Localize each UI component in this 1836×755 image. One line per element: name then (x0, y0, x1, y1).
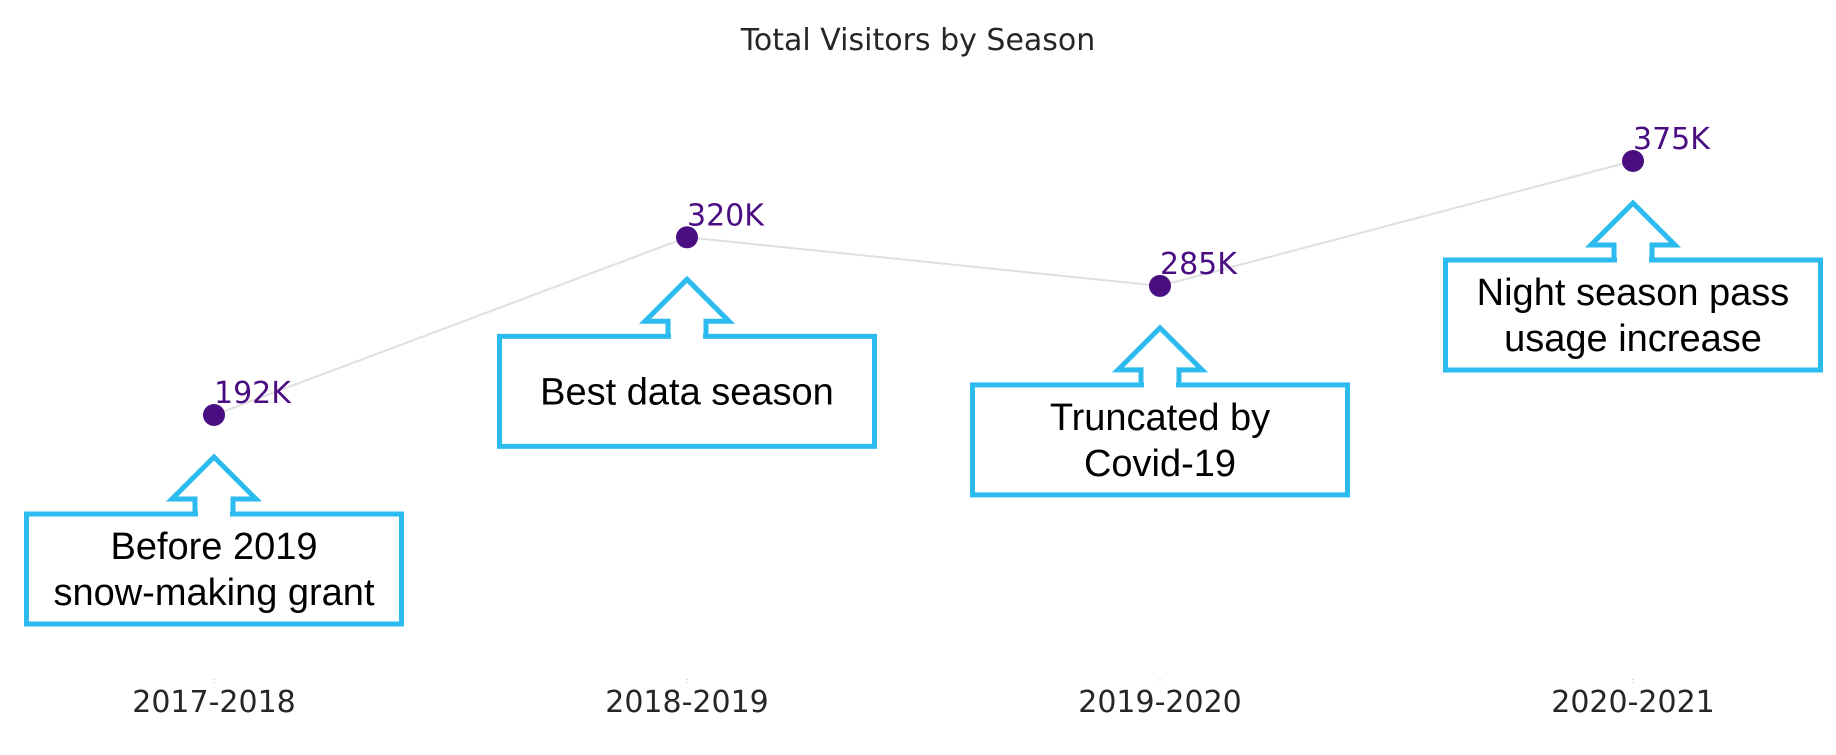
annotation-text: Best data season (540, 371, 834, 413)
annotation-text: Before 2019 (110, 526, 317, 568)
data-label: 375K (1633, 122, 1711, 157)
x-tick-label: 2018-2019 (605, 685, 769, 720)
x-axis: 2017-2018 2018-2019 2019-2020 2020-2021 (132, 679, 1715, 720)
annotation-box (24, 511, 404, 627)
annotation-box (497, 333, 877, 449)
series-line-group (213, 160, 1634, 416)
annotation-arrow (1584, 199, 1682, 263)
annotation-arrow (638, 275, 736, 339)
data-label: 192K (214, 376, 292, 411)
annotation-box (1443, 257, 1823, 373)
data-label: 320K (687, 198, 765, 233)
annotation-text: snow-making grant (53, 572, 374, 614)
data-point (1149, 274, 1171, 297)
annotation-text: usage increase (1504, 318, 1762, 360)
value-labels: 192K 320K 285K 375K (214, 122, 1711, 411)
series-line (213, 160, 1634, 416)
x-tick-label: 2020-2021 (1551, 685, 1715, 720)
annotation-text: Truncated by (1050, 397, 1270, 439)
annotation-arrow (165, 453, 263, 517)
data-point (1622, 150, 1644, 172)
data-label: 285K (1160, 247, 1238, 282)
annotation-box (970, 382, 1350, 498)
x-tick-label: 2019-2020 (1078, 685, 1242, 720)
annotation-arrow (1111, 324, 1209, 388)
data-point (203, 404, 225, 426)
data-points (203, 150, 1644, 426)
annotation-callout: Best data season (497, 275, 877, 449)
data-point (676, 226, 698, 249)
x-tick-label: 2017-2018 (132, 685, 296, 720)
annotation-text: Night season pass (1477, 272, 1790, 314)
annotation-text: Covid-19 (1084, 443, 1236, 485)
chart-title: Total Visitors by Season (740, 23, 1096, 58)
